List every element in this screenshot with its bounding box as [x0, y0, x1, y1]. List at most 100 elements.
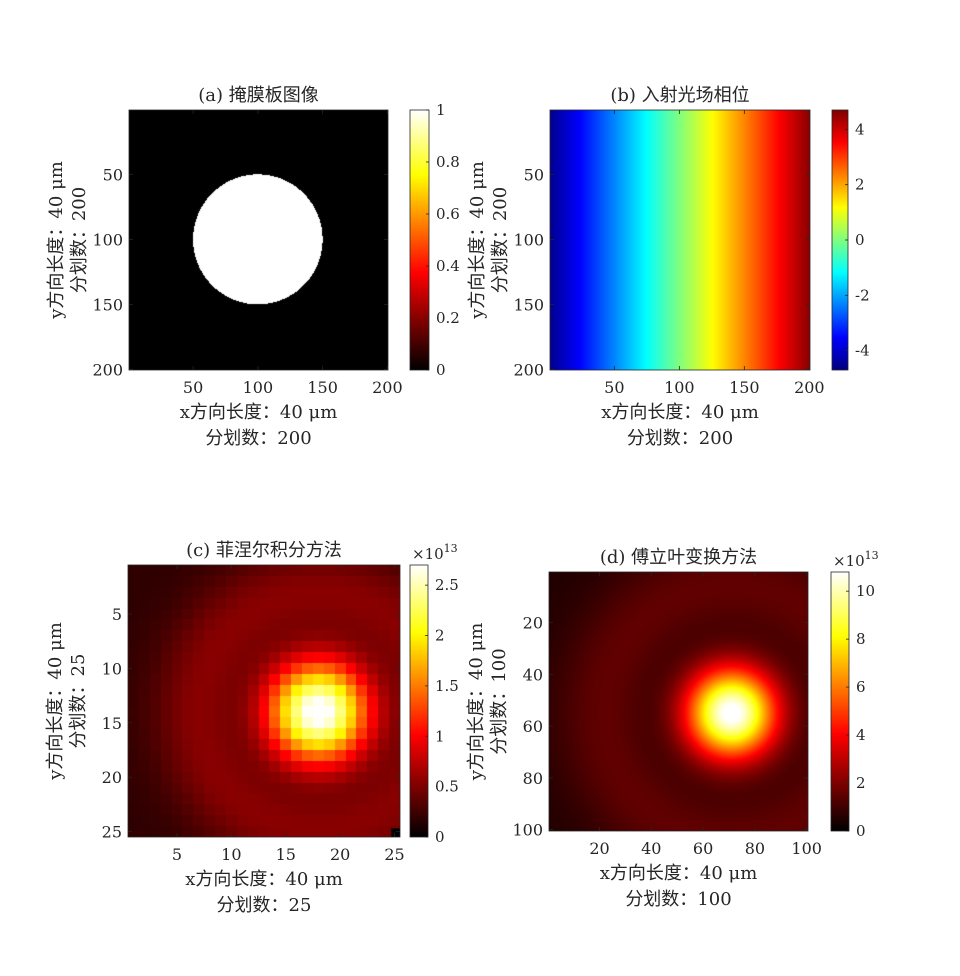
y-tick-label: 200 — [92, 360, 123, 379]
axes-frame — [548, 571, 809, 832]
colorbar-tick-label: 1 — [436, 101, 446, 119]
colorbar — [410, 110, 429, 370]
y-tick-label: 150 — [92, 295, 123, 314]
colorbar-tick-label: 0.6 — [436, 205, 460, 223]
colorbar-tick-label: 1 — [435, 727, 445, 745]
y-axis-label-divisions: 分划数：200 — [490, 187, 511, 293]
y-tick-label: 10 — [102, 659, 122, 678]
y-tick-label: 5 — [112, 605, 122, 624]
colorbar-frame — [409, 109, 430, 371]
x-axis-label-divisions: 分划数：200 — [205, 428, 311, 449]
y-tick-label: 150 — [513, 295, 544, 314]
y-axis-label-divisions: 分划数：25 — [68, 654, 89, 749]
x-tick-label: 100 — [791, 839, 822, 858]
colorbar-tick-label: 4 — [856, 726, 866, 744]
x-tick-label: 150 — [307, 378, 338, 397]
colorbar-tick-label: 4 — [855, 120, 865, 138]
subplot-title: (b) 入射光场相位 — [610, 85, 749, 106]
colorbar-tick-label: -2 — [855, 286, 870, 304]
subplot-title: (d) 傅立叶变换方法 — [600, 547, 757, 568]
colorbar-frame — [830, 571, 850, 832]
x-axis-label-divisions: 分划数：100 — [625, 889, 731, 910]
x-tick-label: 10 — [221, 845, 241, 864]
axes-frame — [128, 109, 389, 371]
colorbar-exponent-power: 13 — [865, 549, 879, 562]
x-tick-label: 50 — [183, 378, 203, 397]
x-tick-label: 40 — [641, 839, 661, 858]
y-axis-label: y方向长度：40 μm — [45, 622, 66, 781]
y-tick-label: 100 — [512, 821, 543, 840]
colorbar — [410, 565, 428, 837]
x-axis-label: x方向长度：40 μm — [601, 402, 759, 423]
colorbar-tick-label: 0.4 — [436, 257, 460, 275]
y-tick-label: 200 — [513, 360, 544, 379]
colorbar — [831, 572, 849, 831]
y-tick-label: 100 — [513, 230, 544, 249]
x-tick-label: 200 — [372, 378, 403, 397]
x-tick-label: 20 — [589, 839, 609, 858]
colorbar — [832, 110, 848, 370]
y-tick-label: 20 — [102, 768, 122, 787]
colorbar-tick-label: -4 — [855, 342, 870, 360]
colorbar-tick-label: 10 — [856, 582, 875, 600]
subplot-1: 50 100 150 200 50 100 150 200 (b) 入射光场相位 x方向长度：40… — [467, 85, 870, 449]
colorbar-frame — [409, 564, 429, 838]
colorbar-tick-label: 1.5 — [435, 677, 459, 695]
x-tick-label: 200 — [794, 378, 825, 397]
colorbar-exponent-power: 13 — [444, 542, 458, 555]
colorbar-tick-label: 2 — [855, 176, 865, 194]
y-tick-label: 20 — [523, 614, 543, 633]
y-tick-label: 60 — [523, 717, 543, 736]
x-axis-label: x方向长度：40 μm — [180, 402, 338, 423]
colorbar-tick-label: 8 — [856, 630, 866, 648]
y-axis-label: y方向长度：40 μm — [467, 161, 488, 320]
x-tick-label: 150 — [729, 378, 760, 397]
x-tick-label: 5 — [172, 845, 182, 864]
x-tick-label: 25 — [384, 845, 404, 864]
heatmap-image — [128, 565, 400, 837]
axes-frame — [549, 109, 811, 371]
x-tick-label: 50 — [604, 378, 624, 397]
colorbar-tick-label: 0 — [435, 828, 445, 846]
colorbar-tick-label: 0 — [436, 361, 446, 379]
x-tick-label: 100 — [243, 378, 274, 397]
y-axis-label-divisions: 分划数：100 — [489, 648, 510, 754]
y-tick-label: 50 — [524, 165, 544, 184]
y-axis-label: y方向长度：40 μm — [46, 161, 67, 320]
heatmap-image — [550, 110, 810, 370]
colorbar-tick-label: 2 — [435, 627, 445, 645]
colorbar-tick-label: 0.2 — [436, 309, 460, 327]
y-tick-label: 25 — [102, 823, 122, 842]
y-tick-label: 15 — [102, 714, 122, 733]
x-axis-label-divisions: 分划数：200 — [627, 428, 733, 449]
colorbar-tick-label: 0.5 — [435, 778, 459, 796]
y-axis-label-divisions: 分划数：200 — [69, 187, 90, 293]
heatmap-image — [129, 110, 388, 370]
x-axis-label: x方向长度：40 μm — [600, 863, 758, 884]
axes-frame — [127, 564, 401, 838]
subplot-title: (c) 菲涅尔积分方法 — [186, 540, 342, 561]
x-axis-label-divisions: 分划数：25 — [217, 895, 312, 916]
x-axis-label: x方向长度：40 μm — [185, 869, 343, 890]
corner-cell — [391, 828, 400, 837]
colorbar-tick-label: 0 — [855, 231, 865, 249]
x-tick-label: 100 — [664, 378, 695, 397]
subplot-title: (a) 掩膜板图像 — [198, 85, 319, 106]
heatmap-image — [549, 572, 808, 831]
colorbar-tick-label: 2 — [856, 774, 866, 792]
y-axis-label: y方向长度：40 μm — [466, 623, 487, 782]
y-tick-label: 40 — [523, 665, 543, 684]
colorbar-tick-label: 2.5 — [435, 576, 459, 594]
x-tick-label: 80 — [745, 839, 765, 858]
colorbar-tick-label: 6 — [856, 678, 866, 696]
subplot-0: 50 100 150 200 50 100 150 200 (a) 掩膜板图像 x方向长度：40 … — [46, 85, 460, 449]
colorbar-tick-label: 0 — [856, 822, 866, 840]
x-tick-label: 15 — [276, 845, 296, 864]
y-tick-label: 100 — [92, 230, 123, 249]
colorbar-tick-label: 0.8 — [436, 153, 460, 171]
x-tick-label: 60 — [693, 839, 713, 858]
y-tick-label: 50 — [103, 165, 123, 184]
